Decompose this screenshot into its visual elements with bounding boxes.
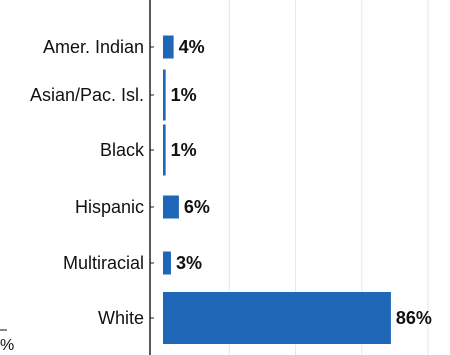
bar — [163, 251, 171, 275]
bar — [163, 69, 166, 121]
category-label: Amer. Indian — [43, 37, 144, 57]
bar — [163, 124, 166, 176]
cut-off-axis-label: % — [0, 337, 14, 354]
value-label: 86% — [396, 308, 432, 328]
bar — [163, 292, 391, 344]
value-label: 1% — [171, 85, 197, 105]
value-label: 4% — [179, 37, 205, 57]
bars — [163, 35, 391, 344]
axis — [149, 0, 154, 355]
category-label: Hispanic — [75, 197, 144, 217]
bar — [163, 35, 174, 59]
value-labels: 4% 1% 1% 6% 3% 86% — [171, 37, 432, 328]
category-label: Asian/Pac. Isl. — [30, 85, 144, 105]
category-label: White — [98, 308, 144, 328]
category-label: Multiracial — [63, 253, 144, 273]
value-label: 6% — [184, 197, 210, 217]
value-label: 1% — [171, 140, 197, 160]
value-label: 3% — [176, 253, 202, 273]
misc: % — [0, 329, 14, 354]
category-labels: Amer. Indian Asian/Pac. Isl. Black Hispanic… — [30, 37, 145, 328]
category-label: Black — [100, 140, 145, 160]
bar — [163, 195, 179, 219]
